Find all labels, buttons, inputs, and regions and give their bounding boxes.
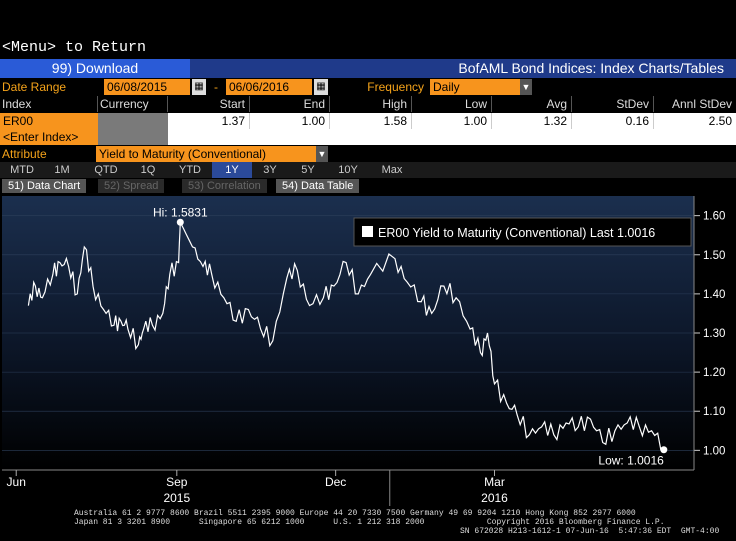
period-button-10y[interactable]: 10Y [338, 164, 358, 176]
period-bar [0, 162, 736, 178]
y-tick-label: 1.10 [703, 406, 725, 418]
frequency-dropdown-icon[interactable]: ▼ [520, 79, 532, 95]
high-value: 1.58 [330, 113, 412, 129]
tab-data-table[interactable]: 54) Data Table [276, 179, 360, 193]
enter-index-cell[interactable]: <Enter Index> [0, 129, 98, 145]
period-button-qtd[interactable]: QTD [94, 164, 118, 176]
x-year-label: 2015 [163, 491, 190, 505]
end-date-field[interactable]: 06/06/2016 [226, 79, 312, 95]
y-tick-label: 1.00 [703, 445, 725, 457]
menu-return-hint: <Menu> to Return [2, 39, 147, 56]
date-range-label: Date Range [2, 80, 67, 94]
x-year-label: 2016 [481, 491, 508, 505]
frequency-label: Frequency [367, 80, 424, 94]
index-cell[interactable]: ER00 [0, 113, 98, 129]
period-button-1y[interactable]: 1Y [212, 162, 252, 178]
high-label: Hi: 1.5831 [153, 205, 208, 219]
x-month-label: Jun [7, 475, 26, 489]
col-header-low: Low [412, 96, 492, 112]
y-tick-label: 1.40 [703, 289, 725, 301]
x-month-label: Dec [325, 475, 346, 489]
col-header-annl-stdev: Annl StDev [654, 96, 736, 112]
yield-chart: 1.60 1.50 1.40 1.30 1.20 1.10 1.00 Jun Sep Dec Ma… [0, 194, 736, 506]
start-value: 1.37 [168, 113, 250, 129]
empty-stats-row [168, 129, 736, 145]
x-month-label: Sep [166, 475, 188, 489]
avg-value: 1.32 [492, 113, 572, 129]
series-line-er00 [27, 219, 664, 451]
annl-stdev-value: 2.50 [654, 113, 736, 129]
footer-phones-line2: Japan 81 3 3201 8900 Singapore 65 6212 1… [74, 518, 665, 527]
start-date-field[interactable]: 06/08/2015 [104, 79, 190, 95]
period-button-ytd[interactable]: YTD [179, 164, 201, 176]
legend-swatch [362, 226, 373, 237]
y-tick-label: 1.20 [703, 367, 725, 379]
download-button[interactable]: 99) Download [0, 59, 190, 78]
start-date-calendar-icon[interactable]: ▦ [192, 79, 206, 95]
period-button-1q[interactable]: 1Q [140, 164, 156, 176]
currency-cell-empty[interactable] [98, 129, 168, 145]
col-header-end: End [250, 96, 330, 112]
attribute-dropdown-icon[interactable]: ▼ [316, 146, 328, 162]
end-date-calendar-icon[interactable]: ▦ [314, 79, 328, 95]
footer: Australia 61 2 9777 8600 Brazil 5511 239… [0, 508, 736, 541]
period-button-1m[interactable]: 1M [54, 164, 70, 176]
footer-phones-line1: Australia 61 2 9777 8600 Brazil 5511 239… [74, 509, 636, 518]
col-header-high: High [330, 96, 412, 112]
frequency-select[interactable]: Daily [430, 79, 520, 95]
tab-data-chart[interactable]: 51) Data Chart [2, 179, 87, 193]
legend-box [353, 217, 692, 247]
end-value: 1.00 [250, 113, 330, 129]
col-header-avg: Avg [492, 96, 572, 112]
app-title: BofAML Bond Indices: Index Charts/Tables [458, 60, 724, 76]
date-range-dash: - [214, 80, 218, 94]
y-tick-label: 1.60 [703, 211, 725, 223]
period-button-5y[interactable]: 5Y [301, 164, 315, 176]
currency-cell[interactable] [98, 113, 168, 129]
attribute-select[interactable]: Yield to Maturity (Conventional) [96, 146, 316, 162]
attribute-label: Attribute [2, 147, 47, 161]
stdev-value: 0.16 [572, 113, 654, 129]
footer-session-line: SN 672028 H213-1612-1 07-Jun-16 5:47:36 … [460, 527, 720, 536]
period-button-max[interactable]: Max [381, 164, 403, 176]
low-marker [660, 446, 668, 454]
low-value: 1.00 [412, 113, 492, 129]
low-label: Low: 1.0016 [598, 454, 664, 468]
tab-spread[interactable]: 52) Spread [98, 179, 165, 193]
col-header-stdev: StDev [572, 96, 654, 112]
legend-text: ER00 Yield to Maturity (Conventional) La… [378, 226, 655, 240]
high-marker [176, 218, 184, 226]
col-header-index: Index [0, 96, 98, 112]
x-month-label: Mar [484, 475, 505, 489]
col-header-start: Start [168, 96, 250, 112]
legend: ER00 Yield to Maturity (Conventional) La… [353, 217, 692, 247]
period-button-mtd[interactable]: MTD [10, 164, 34, 176]
period-button-3y[interactable]: 3Y [263, 164, 277, 176]
y-tick-label: 1.30 [703, 328, 725, 340]
y-tick-label: 1.50 [703, 250, 725, 262]
tab-correlation[interactable]: 53) Correlation [182, 179, 267, 193]
col-header-currency: Currency [98, 96, 168, 112]
